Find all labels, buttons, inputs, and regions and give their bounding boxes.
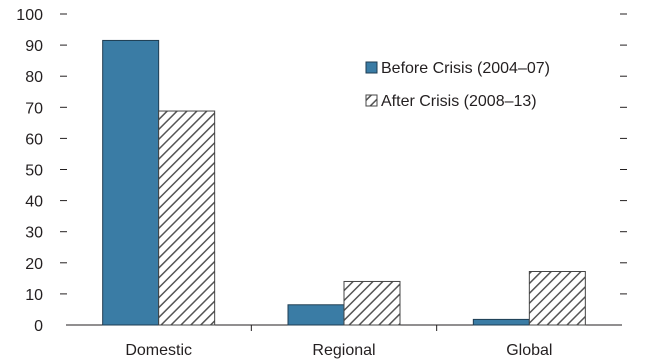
x-category-label: Global: [506, 342, 552, 359]
legend-swatch-before-crisis: [365, 61, 378, 74]
y-tick-label: 80: [25, 69, 43, 86]
legend-label-after-crisis: After Crisis (2008–13): [381, 93, 537, 110]
legend-swatch-after-crisis: [365, 94, 378, 107]
y-tick-label: 100: [16, 7, 43, 24]
y-tick-label: 50: [25, 163, 43, 180]
bar-after-crisis-domestic: [158, 110, 216, 326]
bar-before-crisis-global: [472, 318, 530, 326]
y-tick-label: 70: [25, 100, 43, 117]
legend: Before Crisis (2004–07) After Crisis (200…: [365, 60, 550, 110]
y-tick-label: 20: [25, 256, 43, 273]
bars: [102, 39, 586, 326]
bar-after-crisis-global: [528, 271, 586, 326]
y-tick-label: 10: [25, 287, 43, 304]
y-tick-label: 40: [25, 194, 43, 211]
bar-before-crisis-domestic: [102, 39, 160, 326]
y-tick-label: 30: [25, 225, 43, 242]
axes: 0 10 20 30 40 50 60 70 80 90 100 Domestic Regional Gl…: [16, 7, 627, 359]
y-tick-label: 0: [34, 318, 43, 335]
y-tick-label: 90: [25, 38, 43, 55]
legend-label-before-crisis: Before Crisis (2004–07): [381, 60, 550, 77]
x-category-label: Domestic: [125, 342, 192, 359]
bar-after-crisis-regional: [343, 280, 401, 326]
bar-before-crisis-regional: [287, 304, 345, 326]
y-tick-label: 60: [25, 131, 43, 148]
x-category-label: Regional: [312, 342, 375, 359]
